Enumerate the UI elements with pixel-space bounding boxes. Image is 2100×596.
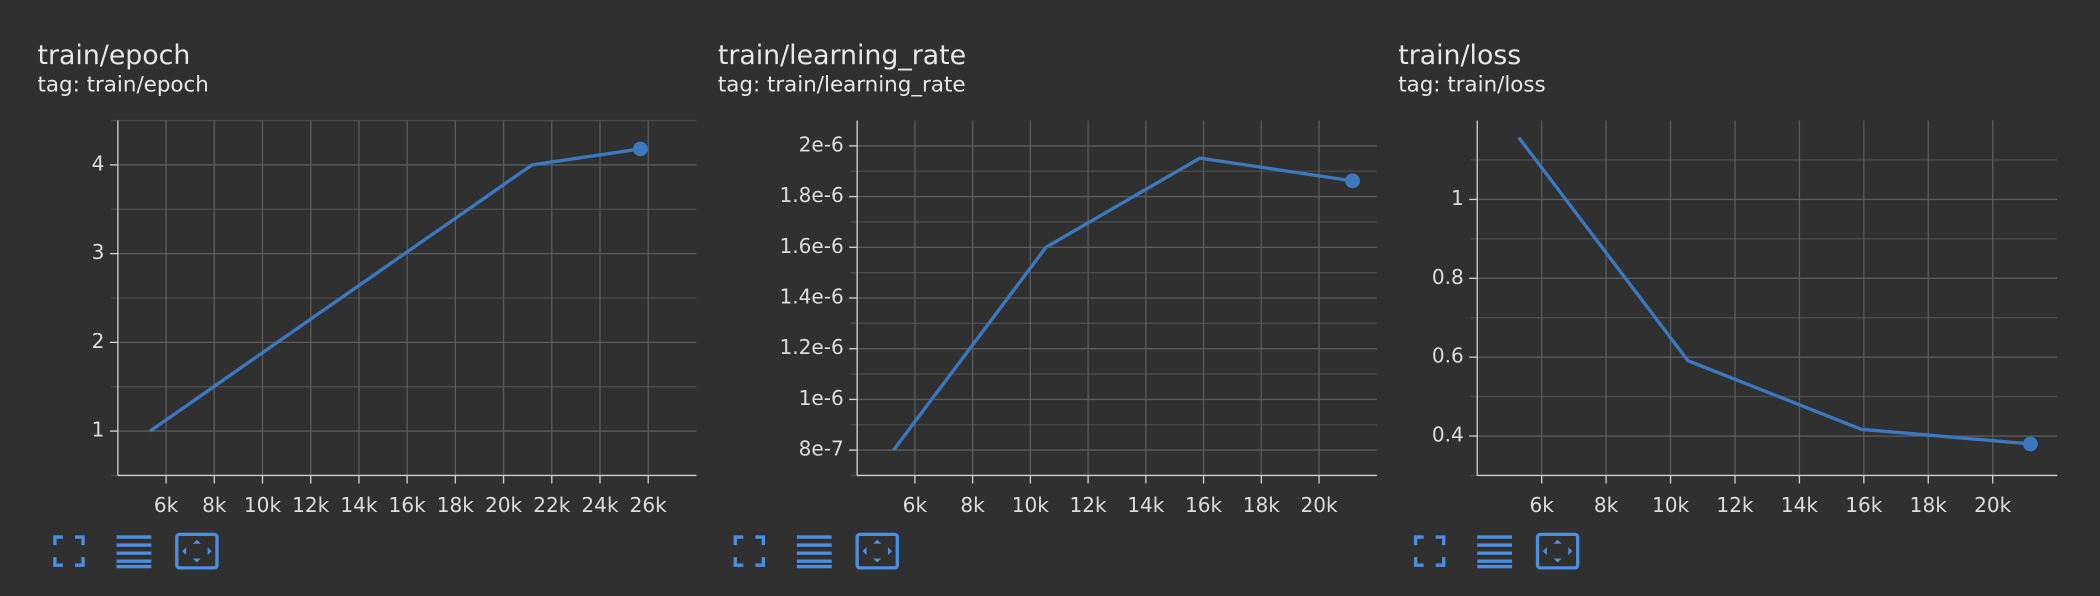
- x-tick-label: 12k: [292, 493, 330, 517]
- y-tick-label: 8e-7: [799, 437, 844, 461]
- fullscreen-button[interactable]: [53, 535, 85, 567]
- y-tick-label: 0.4: [1432, 423, 1464, 447]
- x-tick-label: 22k: [533, 493, 571, 517]
- legend-toggle-button[interactable]: [1477, 535, 1513, 569]
- icon-frame: [175, 532, 219, 570]
- x-tick-label: 8k: [1594, 493, 1619, 517]
- y-tick-label: 1: [92, 418, 105, 442]
- x-tick-label: 10k: [1012, 493, 1050, 517]
- y-tick-label: 1: [1451, 186, 1464, 210]
- x-tick-label: 16k: [1845, 493, 1883, 517]
- x-tick-label: 16k: [1185, 493, 1223, 517]
- fit-domain-button[interactable]: [1535, 532, 1580, 570]
- x-tick-label: 10k: [1652, 493, 1690, 517]
- y-tick-label: 2e-6: [799, 132, 844, 156]
- chart-toolbar: [1413, 532, 1580, 570]
- x-tick-label: 12k: [1716, 493, 1754, 517]
- x-tick-label: 6k: [154, 493, 179, 517]
- chart-title: train/learning_rate: [718, 40, 966, 71]
- chart-toolbar: [733, 532, 899, 570]
- y-tick-label: 1.6e-6: [779, 234, 843, 258]
- y-tick-label: 3: [92, 240, 105, 264]
- fit-domain-button[interactable]: [175, 532, 219, 570]
- x-tick-label: 14k: [1127, 493, 1165, 517]
- fullscreen-button[interactable]: [1413, 535, 1446, 567]
- y-tick-label: 0.6: [1432, 344, 1464, 368]
- chart-subtitle: tag: train/loss: [1398, 73, 1546, 98]
- x-tick-label: 12k: [1070, 493, 1108, 517]
- x-tick-label: 6k: [903, 493, 928, 517]
- chart-subtitle: tag: train/epoch: [38, 73, 209, 98]
- last-point: [632, 141, 648, 157]
- last-point: [1345, 173, 1360, 189]
- x-tick-label: 20k: [1300, 493, 1338, 517]
- line: [892, 156, 1353, 452]
- y-tick-label: 2: [92, 329, 105, 353]
- chart-subtitle: tag: train/learning_rate: [718, 73, 966, 98]
- x-tick-label: 20k: [485, 493, 523, 517]
- y-tick-label: 1e-6: [799, 386, 844, 410]
- chart-title: train/loss: [1398, 40, 1521, 71]
- x-tick-label: 26k: [630, 493, 668, 517]
- x-tick-label: 8k: [960, 493, 985, 517]
- fullscreen-button[interactable]: [733, 535, 766, 567]
- y-tick-label: 1.4e-6: [779, 285, 843, 309]
- legend-toggle-button[interactable]: [796, 535, 832, 569]
- x-tick-label: 18k: [1243, 493, 1281, 517]
- y-tick-label: 1.8e-6: [779, 183, 843, 207]
- x-tick-label: 6k: [1529, 493, 1554, 517]
- x-tick-label: 14k: [340, 493, 378, 517]
- line: [149, 147, 641, 433]
- legend-toggle-button[interactable]: [116, 535, 152, 569]
- chart-toolbar: [53, 532, 219, 570]
- x-tick-label: 10k: [244, 493, 282, 517]
- y-tick-label: 1.2e-6: [779, 335, 843, 359]
- line: [1517, 136, 2031, 446]
- icon-frame: [855, 532, 899, 570]
- x-tick-label: 14k: [1781, 493, 1819, 517]
- x-tick-label: 18k: [437, 493, 475, 517]
- x-tick-label: 20k: [1974, 493, 2012, 517]
- x-tick-label: 8k: [202, 493, 227, 517]
- chart-title: train/epoch: [38, 40, 191, 71]
- icon-frame: [1535, 532, 1580, 570]
- y-tick-label: 0.8: [1432, 265, 1464, 289]
- x-tick-label: 24k: [581, 493, 619, 517]
- y-tick-label: 4: [92, 151, 105, 175]
- fit-domain-button[interactable]: [855, 532, 899, 570]
- x-tick-label: 18k: [1910, 493, 1948, 517]
- last-point: [2023, 436, 2038, 452]
- x-tick-label: 16k: [389, 493, 427, 517]
